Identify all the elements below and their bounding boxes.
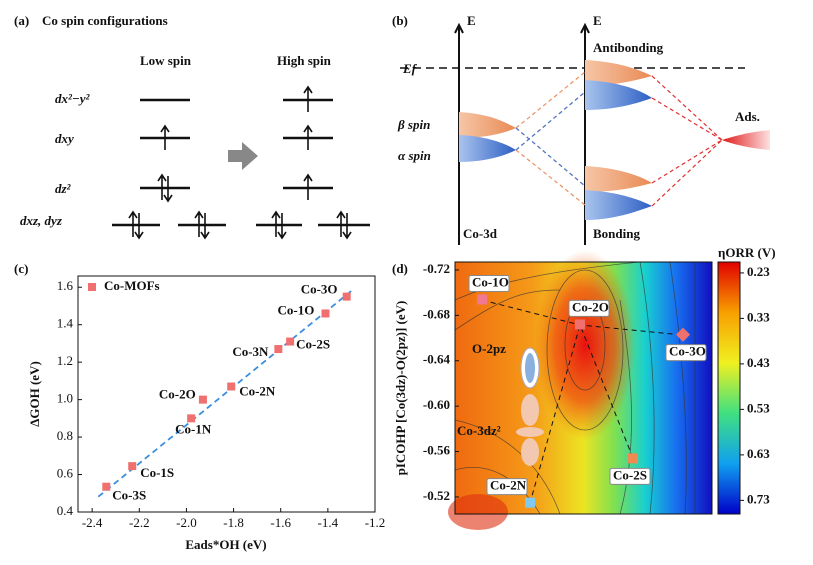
point: [286, 337, 295, 346]
y-tick-label: -0.72: [423, 261, 450, 276]
column-label: High spin: [277, 53, 332, 68]
y-tick-label: 0.4: [57, 503, 74, 518]
x-tick-label: -1.8: [223, 515, 244, 530]
y-tick-label: 1.0: [57, 391, 73, 406]
panel-label: (d): [392, 261, 408, 276]
colorbar-tick-label: 0.23: [747, 264, 770, 279]
point: [628, 453, 638, 464]
point-label: Co-2O: [572, 299, 609, 314]
point-label: Co-1O: [472, 274, 509, 289]
label-box: [468, 274, 510, 292]
axis-label: E: [593, 13, 602, 28]
y-tick-label: 1.2: [57, 353, 73, 368]
label-box: [609, 467, 651, 485]
point-label: Co-3O: [669, 344, 706, 359]
annotation: Co-3dz²: [457, 423, 501, 438]
orbital-label: dxy: [55, 131, 74, 146]
fermi-label: Ef: [402, 61, 418, 76]
label-box: [665, 344, 707, 362]
dos-lobes: [459, 60, 770, 220]
legend-marker: [88, 283, 96, 291]
y-tick-label: 1.6: [57, 278, 74, 293]
point-label: Co-2S: [613, 467, 647, 482]
panel-label: (c): [14, 261, 28, 276]
y-tick-label: 0.8: [57, 428, 73, 443]
point-label: Co-1N: [175, 421, 212, 436]
point: [128, 462, 137, 471]
colorbar-tick-label: 0.73: [747, 491, 770, 506]
colorbar-tick-label: 0.53: [747, 400, 770, 415]
label-box: [568, 299, 610, 317]
column-label: Low spin: [140, 53, 192, 68]
y-tick-label: -0.68: [423, 306, 451, 321]
point: [198, 395, 207, 404]
bonding-label: Bonding: [593, 226, 640, 241]
orbital-sketch: [516, 347, 544, 466]
plot-frame: [77, 275, 376, 513]
point: [342, 292, 351, 301]
legend-label: Co-MOFs: [104, 278, 160, 293]
point: [102, 482, 111, 491]
x-tick-label: -2.0: [176, 515, 197, 530]
panel-title: Co spin configurations: [42, 13, 168, 28]
levels: [112, 85, 370, 240]
point-label: Co-2N: [239, 383, 276, 398]
colorbar-tick-label: 0.33: [747, 309, 770, 324]
x-tick-label: -2.4: [82, 515, 103, 530]
point: [575, 319, 585, 330]
point: [525, 497, 535, 508]
x-axis-label: Eads*OH (eV): [185, 537, 266, 552]
fit-line: [97, 289, 353, 498]
orbital-label: dx²−y²: [55, 91, 91, 106]
colorbar: [717, 261, 741, 515]
x-tick-label: -2.2: [129, 515, 150, 530]
y-tick-label: -0.60: [423, 397, 450, 412]
point-label: Co-3N: [232, 344, 269, 359]
colorbar-tick-label: 0.43: [747, 355, 770, 370]
panel-c: (c) Eads*OH (eV) ΔGOH (eV) Co-MOFs -2.4 -…: [14, 261, 385, 552]
point: [274, 345, 283, 354]
spin-label: β spin: [397, 117, 430, 132]
orbital-label: dxz, dyz: [20, 213, 63, 228]
point-label: Co-3O: [301, 282, 338, 297]
point-label: Co-2O: [159, 387, 196, 402]
spin-label: α spin: [398, 148, 431, 163]
point: [227, 382, 236, 391]
point-label: Co-2N: [490, 478, 527, 493]
y-tick-label: 0.6: [57, 466, 74, 481]
point-label: Co-1O: [278, 302, 315, 317]
ads-label: Ads.: [735, 109, 760, 124]
panel-a: (a) Co spin configurations Low spin High…: [14, 13, 370, 240]
x-tick-label: -1.2: [365, 515, 386, 530]
panel-label: (a): [14, 13, 29, 28]
panel-label: (b): [392, 13, 408, 28]
panel-b: (b) E E Ef Antibonding Bonding Co-3d β s…: [392, 13, 770, 245]
y-axis-label: pICOHP [Co(3dz)-O(2pz)] (eV): [393, 301, 408, 476]
y-tick-label: 1.4: [57, 316, 74, 331]
y-tick-label: -0.56: [423, 443, 451, 458]
point: [675, 327, 691, 342]
panel-d: (d) O-2pz Co-3dz² pICOHP [Co(3dz)-O(2pz)…: [392, 245, 776, 530]
point: [187, 414, 196, 423]
antibonding-label: Antibonding: [593, 40, 664, 55]
orbital-label: Co-3d: [463, 226, 498, 241]
y-tick-label: -0.64: [423, 352, 451, 367]
label-box: [486, 478, 528, 496]
annotation: O-2pz: [472, 341, 506, 356]
x-tick-label: -1.4: [318, 515, 339, 530]
point: [321, 309, 330, 318]
colorbar-tick-label: 0.63: [747, 446, 770, 461]
y-axis-label: ΔGOH (eV): [27, 361, 42, 427]
point-label: Co-3S: [112, 488, 146, 503]
x-tick-label: -1.6: [270, 515, 291, 530]
y-tick-label: -0.52: [423, 488, 450, 503]
orbital-label: dz²: [55, 181, 72, 196]
colorbar-title: ηORR (V): [718, 245, 776, 260]
point: [477, 294, 487, 305]
point-label: Co-2S: [296, 337, 330, 352]
axis-label: E: [467, 13, 476, 28]
point-label: Co-1S: [140, 465, 174, 480]
